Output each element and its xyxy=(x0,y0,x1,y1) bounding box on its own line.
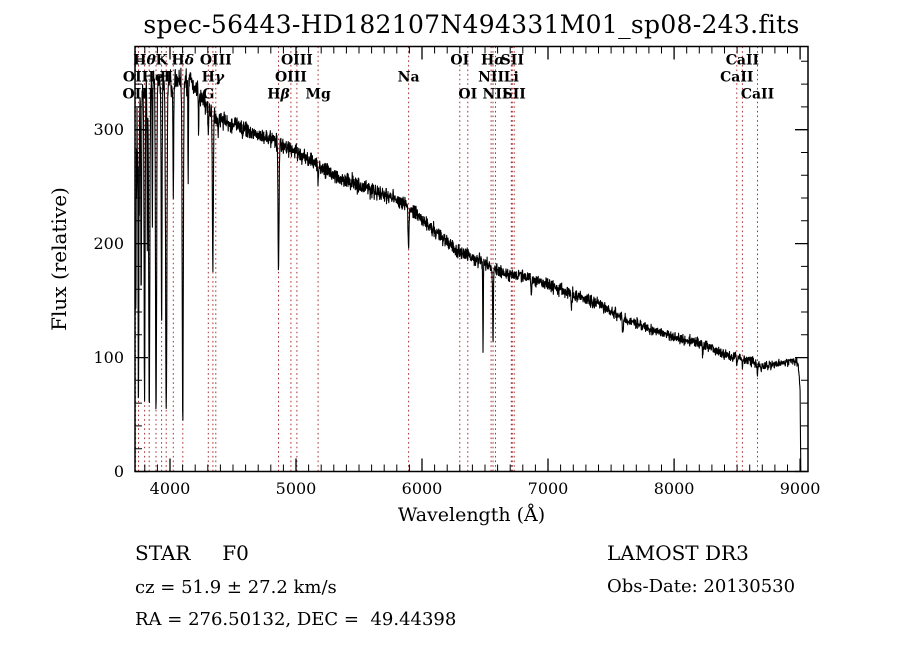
axes-frame xyxy=(134,45,809,473)
obs-date-text: Obs-Date: 20130530 xyxy=(607,576,796,597)
line-label: CaII xyxy=(741,87,774,103)
line-label: Li xyxy=(504,70,519,86)
ra-dec-text: RA = 276.50132, DEC = 49.44398 xyxy=(135,609,457,630)
line-label: NII xyxy=(478,70,504,86)
line-label: OII xyxy=(123,70,148,86)
line-label: Mg xyxy=(305,87,331,103)
line-label: SII xyxy=(503,87,526,103)
line-label: K xyxy=(156,53,169,69)
x-tick-label: 6000 xyxy=(402,479,443,498)
line-label: Hα xyxy=(481,53,505,69)
line-label: SII xyxy=(501,53,524,69)
line-label: CaII xyxy=(720,70,753,86)
line-label: OIII xyxy=(275,70,307,86)
line-label: NII xyxy=(483,87,509,103)
spectral-line-markers xyxy=(135,46,758,472)
x-tick-label: 9000 xyxy=(780,479,821,498)
line-label: Na xyxy=(398,70,420,86)
line-label: Hδ xyxy=(172,53,195,69)
line-label: Hβ xyxy=(267,87,290,103)
radial-velocity-text: cz = 51.9 ± 27.2 km/s xyxy=(135,577,337,598)
spectrum-curve xyxy=(134,67,802,472)
y-tick-label: 300 xyxy=(93,120,124,139)
line-label: Hθ xyxy=(133,53,156,69)
x-axis-label: Wavelength (Å) xyxy=(397,504,546,526)
y-tick-label: 200 xyxy=(93,234,124,253)
line-label: G xyxy=(202,87,214,103)
classification-text: STAR F0 xyxy=(135,541,249,565)
y-tick-label: 100 xyxy=(93,348,124,367)
line-label: Hγ xyxy=(202,70,225,86)
minor-ticks xyxy=(135,46,808,472)
x-tick-label: 5000 xyxy=(276,479,317,498)
major-ticks xyxy=(135,46,808,473)
y-axis-label: Flux (relative) xyxy=(47,187,71,331)
line-label: OI xyxy=(458,87,477,103)
x-tick-label: 7000 xyxy=(528,479,569,498)
line-label: CaII xyxy=(726,53,759,69)
x-tick-label: 8000 xyxy=(654,479,695,498)
x-tick-label: 4000 xyxy=(150,479,191,498)
plot-title: spec-56443-HD182107N494331M01_sp08-243.f… xyxy=(143,10,800,39)
line-label: OIII xyxy=(123,87,155,103)
y-tick-label: 0 xyxy=(114,462,124,481)
line-label: OIII xyxy=(281,53,313,69)
line-label: OI xyxy=(450,53,469,69)
survey-release-text: LAMOST DR3 xyxy=(607,541,749,565)
line-label: OIII xyxy=(200,53,232,69)
